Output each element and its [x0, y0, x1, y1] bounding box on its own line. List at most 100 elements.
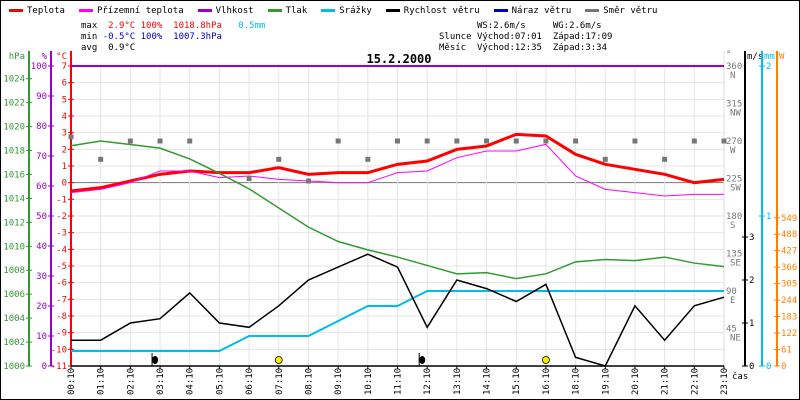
solar-tick-label: 488: [781, 230, 797, 240]
legend-swatch: [197, 9, 212, 12]
wind-direction-point: [98, 156, 104, 162]
temperature-tick-label: -4: [56, 245, 67, 255]
temperature-tick-label: -6: [56, 279, 67, 289]
temperature-tick-label: 5: [62, 95, 67, 105]
x-tick-label: 11:10: [394, 368, 404, 395]
rain-icon: [419, 356, 426, 364]
direction-unit-label: °: [726, 50, 731, 60]
temperature-tick-label: -1: [56, 195, 67, 205]
chart-title: 15.2.2000: [366, 52, 431, 66]
sunset: Západ:17:09: [552, 32, 613, 42]
wind-direction-point: [127, 138, 133, 144]
legend-item: Směr větru: [585, 6, 657, 16]
min-label: min: [81, 32, 98, 42]
x-tick-label: 22:10: [690, 368, 700, 395]
avg-temp: 0.9°C: [108, 43, 136, 53]
temperature-tick-label: -3: [56, 229, 67, 239]
x-tick-label: 23:10: [720, 368, 730, 395]
temperature-unit-label: °C: [56, 52, 67, 62]
temperature-tick-label: 0: [62, 179, 67, 189]
max-temp: 2.9°C: [108, 21, 136, 31]
solar-tick-label: 183: [781, 313, 797, 323]
direction-tick-label: SW: [730, 184, 741, 194]
wind-direction-point: [187, 138, 193, 144]
legend-label: Směr větru: [603, 5, 658, 16]
temperature-tick-label: 7: [62, 62, 67, 72]
x-tick-label: 05:10: [215, 368, 225, 395]
humidity-tick-label: 60: [36, 182, 47, 192]
temperature-tick-label: -8: [56, 312, 67, 322]
wind-direction-point: [305, 178, 311, 184]
pressure-tick-label: 1002: [3, 338, 25, 348]
solar-tick-label: 427: [781, 247, 797, 257]
temperature-tick-label: -11: [51, 362, 67, 372]
wind-direction-point: [721, 138, 727, 144]
solar-tick-label: 244: [781, 296, 797, 306]
humidity-tick-label: 50: [36, 212, 47, 222]
x-tick-label: 21:10: [661, 368, 671, 395]
solar-tick-label: 366: [781, 263, 797, 273]
pressure-tick-label: 1020: [3, 123, 25, 133]
wind-direction-point: [602, 156, 608, 162]
wind-direction-point: [276, 156, 282, 162]
legend-label: Srážky: [339, 5, 372, 16]
wind-direction-point: [68, 134, 74, 140]
direction-tick-label: S: [730, 221, 735, 231]
legend-swatch: [267, 9, 282, 12]
moon-label: Měsíc: [439, 43, 467, 53]
wind-direction-point: [246, 176, 252, 181]
x-tick-label: 08:10: [304, 368, 314, 395]
wind-direction-point: [157, 138, 163, 144]
x-tick-label: 06:10: [245, 368, 255, 395]
temperature-tick-label: -9: [56, 329, 67, 339]
sun-label: Slunce: [439, 32, 472, 42]
rain-tick-label: 0: [766, 362, 771, 372]
x-axis-label: čas: [732, 371, 748, 382]
humidity-tick-label: 20: [36, 302, 47, 312]
max-rain: 0.5mm: [238, 21, 266, 31]
legend-label: Rychlost větru: [403, 5, 480, 16]
pressure-tick-label: 1024: [3, 75, 25, 85]
temperature-tick-label: -5: [56, 262, 67, 272]
legend-swatch: [493, 9, 508, 12]
direction-tick-label: N: [730, 71, 735, 81]
rain-unit-label: mm: [764, 52, 775, 62]
solar-tick-label: 122: [781, 329, 797, 339]
x-tick-label: 16:10: [542, 368, 552, 395]
legend-label: Vlhkost: [215, 5, 254, 16]
temperature-tick-label: 1: [62, 162, 67, 172]
wind-tick-label: 2: [749, 276, 754, 286]
series-rychlost-větru: [71, 253, 725, 367]
legend-swatch: [385, 9, 400, 12]
humidity-tick-label: 40: [36, 242, 47, 252]
direction-tick-label: 270: [726, 137, 742, 147]
wind-direction-point: [365, 156, 371, 162]
wind-direction-point: [632, 138, 638, 144]
direction-tick-label: 180: [726, 212, 742, 222]
humidity-tick-label: 80: [36, 122, 47, 132]
moonrise: Východ:12:35: [476, 43, 542, 53]
direction-tick-label: W: [730, 146, 736, 156]
wind-direction-point: [543, 138, 549, 144]
x-tick-label: 09:10: [334, 368, 344, 395]
legend-item: Teplota: [9, 6, 65, 16]
x-tick-label: 13:10: [453, 368, 463, 395]
legend-item: Vlhkost: [197, 5, 254, 16]
x-tick-label: 04:10: [186, 368, 196, 395]
x-tick-label: 03:10: [156, 368, 166, 395]
wind-direction-point: [484, 138, 490, 144]
series-přízemní-teplota: [70, 143, 724, 197]
direction-tick-label: 45: [726, 325, 737, 335]
wind-tick-label: 3: [749, 233, 754, 243]
x-tick-label: 10:10: [364, 368, 374, 395]
sun-icon: [542, 356, 550, 364]
min-pressure: 1007.3hPa: [173, 32, 222, 42]
solar-unit-label: W: [779, 52, 785, 62]
wind-unit-label: m/s: [747, 52, 763, 62]
pressure-tick-label: 1008: [3, 266, 25, 276]
x-tick-label: 12:10: [423, 368, 433, 395]
avg-label: avg: [81, 43, 98, 53]
direction-tick-label: 90: [726, 287, 737, 297]
pressure-tick-label: 1006: [3, 290, 25, 300]
wind-speed-stat: WS:2.6m/s: [476, 21, 526, 31]
